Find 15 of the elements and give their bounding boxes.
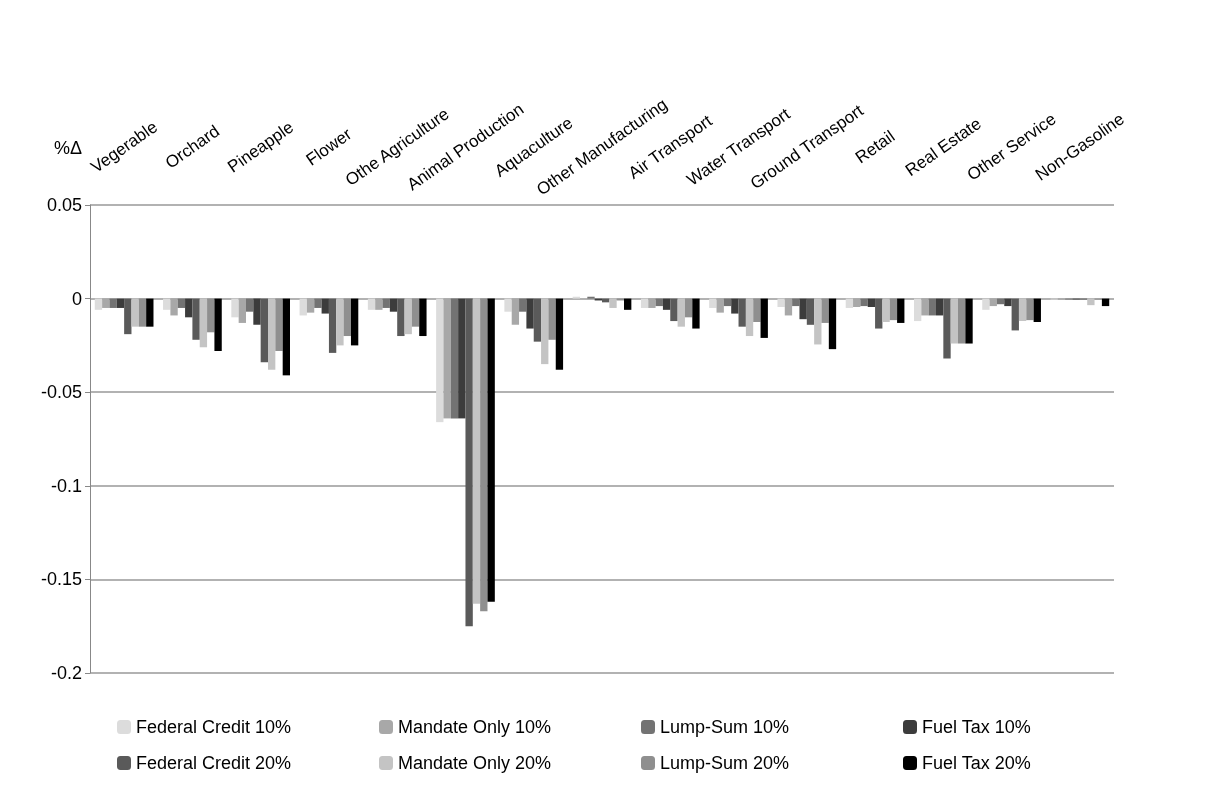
legend-label: Fuel Tax 10%: [922, 717, 1031, 737]
y-tick-label: 0.05: [46, 195, 82, 215]
legend-label: Federal Credit 20%: [136, 753, 292, 773]
y-tick-label: -0.1: [50, 475, 82, 496]
y-tick-label: -0.2: [50, 663, 82, 683]
y-tick-label: 0: [71, 288, 82, 309]
y-tick-label: -0.15: [40, 569, 82, 590]
legend-label: Lump-Sum 20%: [660, 753, 790, 773]
legend-label: Lump-Sum 10%: [660, 717, 790, 737]
y-axis-title: %Δ: [53, 138, 82, 158]
legend-label: Federal Credit 10%: [136, 717, 292, 737]
legend-label: Mandate Only 10%: [398, 717, 552, 737]
y-tick-label: -0.05: [40, 382, 82, 403]
legend-label: Fuel Tax 20%: [922, 753, 1031, 773]
legend-label: Mandate Only 20%: [398, 753, 552, 773]
